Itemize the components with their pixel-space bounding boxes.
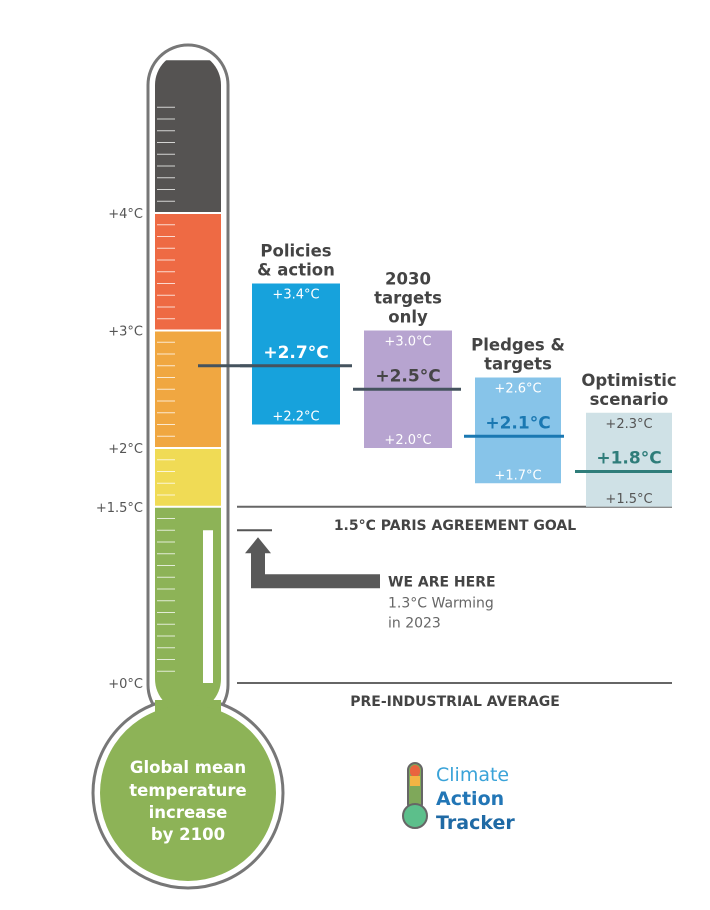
axis-tick-label: +4°C [108, 207, 143, 222]
scenario-title: Policies [260, 242, 331, 261]
scenario-low-label: +2.2°C [272, 410, 319, 425]
thermometer: Global mean temperature increase by 2100 [91, 43, 285, 890]
scenario-low-label: +2.0°C [384, 433, 431, 448]
axis-tick-label: +2°C [108, 442, 143, 457]
scenario-low-label: +1.5°C [605, 492, 652, 507]
scenario-title: & action [257, 261, 335, 280]
axis-tick-labels: +0°C +1.5°C +2°C +3°C +4°C [96, 207, 143, 692]
axis-tick-label: +3°C [108, 325, 143, 340]
scenario-ranges: Policies& action+3.4°C+2.7°C+2.2°C2030ta… [240, 242, 677, 507]
temperature-band [155, 60, 221, 213]
scenario-title: targets [484, 355, 552, 374]
bulb-label-line: temperature [129, 781, 247, 800]
scenario-median-label: +2.5°C [375, 366, 440, 386]
current-warming-bar [203, 530, 213, 683]
scenario-median-label: +1.8°C [596, 449, 661, 469]
axis-tick-label: +1.5°C [96, 501, 143, 516]
temperature-band [155, 448, 221, 507]
scenario-title: Optimistic [581, 371, 676, 390]
logo-line-climate: Climate [436, 764, 509, 786]
scenario-title: targets [374, 289, 442, 308]
we-are-here-subtitle: in 2023 [388, 615, 441, 631]
scenario-high-label: +3.4°C [272, 288, 319, 303]
logo-line-action: Action [436, 788, 504, 810]
bulb-label-line: increase [149, 803, 228, 822]
scenario-title: only [388, 308, 428, 327]
bulb-label: Global mean temperature increase by 2100 [129, 758, 247, 844]
we-are-here-subtitle: 1.3°C Warming [388, 595, 494, 611]
scenario-title: Pledges & [471, 336, 565, 355]
thermometer-bulb [100, 705, 276, 881]
bulb-label-line: Global mean [130, 758, 246, 777]
bulb-label-line: by 2100 [151, 825, 225, 844]
thermometer-scale [155, 106, 221, 672]
scenario-range-bar [252, 283, 340, 425]
axis-tick-label: +0°C [108, 677, 143, 692]
we-are-here-arrow [245, 537, 380, 589]
scenario-title: scenario [590, 390, 669, 409]
scenario-high-label: +2.3°C [605, 417, 652, 432]
scenario-range-bar [586, 412, 672, 507]
scenario-title: 2030 [385, 270, 431, 289]
scenario-high-label: +3.0°C [384, 335, 431, 350]
scenario-median-label: +2.1°C [485, 413, 550, 433]
scenario-high-label: +2.6°C [494, 382, 541, 397]
temperature-band [155, 506, 221, 712]
scenario-2: Pledges &targets +2.6°C +2.1°C +1.7°C [464, 336, 565, 484]
scenario-0: Policies& action +3.4°C +2.7°C +2.2°C [240, 242, 352, 425]
reference-line-label: 1.5°C PARIS AGREEMENT GOAL [334, 518, 576, 534]
reference-line-label: PRE-INDUSTRIAL AVERAGE [350, 694, 560, 710]
scenario-median-label: +2.7°C [263, 343, 328, 363]
scenario-low-label: +1.7°C [494, 468, 541, 483]
we-are-here-title: WE ARE HERE [388, 574, 496, 590]
scenario-range-bar [475, 377, 561, 484]
logo-line-tracker: Tracker [436, 812, 515, 834]
climate-action-tracker-logo: Climate Action Tracker [402, 762, 515, 834]
we-are-here-marker: WE ARE HERE 1.3°C Warming in 2023 [237, 529, 496, 631]
